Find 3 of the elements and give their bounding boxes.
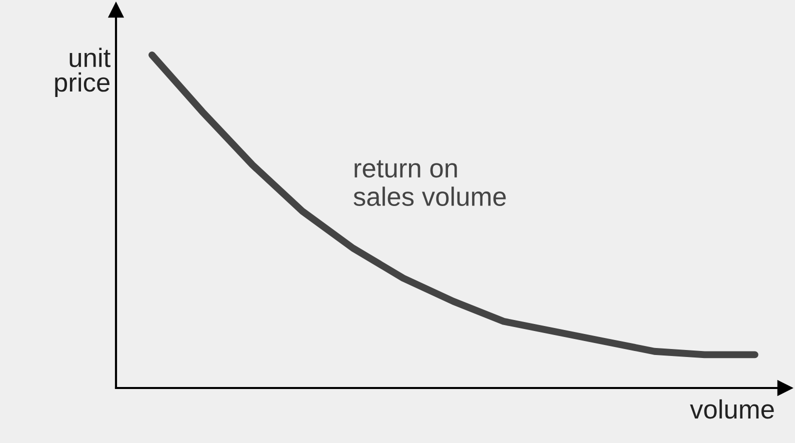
y-axis-title: unit price: [55, 48, 110, 97]
x-axis-title: volume: [690, 399, 774, 419]
annotation: return on sales volume: [354, 160, 506, 206]
